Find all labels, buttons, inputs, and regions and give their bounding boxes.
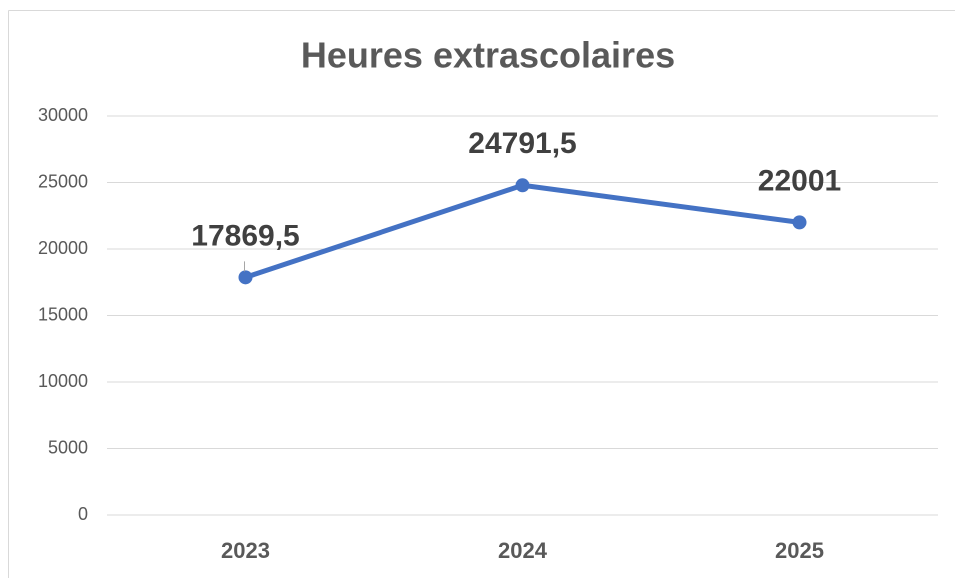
y-tick-label: 15000 [38, 304, 88, 324]
point [792, 215, 807, 230]
point [238, 270, 253, 285]
chart-title: Heures extrascolaires [301, 35, 675, 76]
y-tick-label: 5000 [48, 437, 88, 457]
x-tick-label: 2024 [498, 538, 548, 563]
point [515, 178, 530, 193]
data-label: 24791,5 [468, 127, 576, 160]
data-label: 22001 [758, 164, 841, 197]
y-tick-label: 10000 [38, 371, 88, 391]
data-label: 17869,5 [191, 219, 299, 252]
x-tick-label: 2025 [775, 538, 824, 563]
y-tick-label: 30000 [38, 105, 88, 125]
y-tick-label: 0 [78, 504, 88, 524]
y-tick-label: 25000 [38, 171, 88, 191]
y-tick-label: 20000 [38, 238, 88, 258]
x-tick-label: 2023 [221, 538, 270, 563]
